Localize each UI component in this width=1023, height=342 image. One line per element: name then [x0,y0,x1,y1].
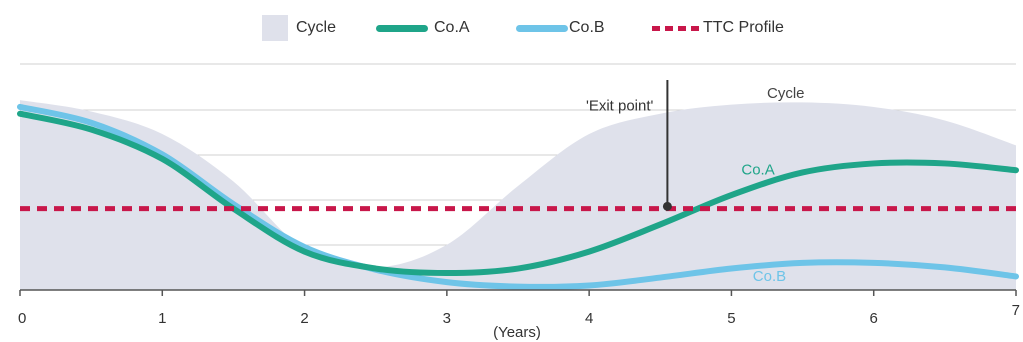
annotation-co-a: Co.A [741,162,774,179]
x-tick-labels: 0 1 2 3 4 5 6 7 [18,302,1020,327]
legend-swatch-cycle [262,15,288,41]
legend-swatch-ttc-profile [652,25,699,31]
legend-swatch-co-b [516,24,568,32]
legend-label-cycle: Cycle [296,19,337,36]
legend-label-ttc-profile: TTC Profile [703,19,784,36]
x-tick-label: 5 [727,310,735,327]
annotation-co-b: Co.B [753,268,786,285]
x-tick-label: 3 [443,310,451,327]
legend-swatch-co-a [376,24,428,32]
x-tick-label: 4 [585,310,593,327]
legend-item-ttc-profile: TTC Profile [652,12,784,44]
chart-legend: Cycle Co.A Co.B TTC Profile [0,12,1023,44]
legend-item-co-b: Co.B [516,12,605,44]
x-tick-label: 7 [1012,302,1020,319]
legend-label-co-b: Co.B [569,19,605,36]
legend-item-cycle: Cycle [262,12,336,44]
series-line-co-a [17,110,1019,277]
series-line-co-b [17,103,1019,290]
x-tick-label: 2 [300,310,308,327]
x-axis [19,289,1017,296]
legend-label-co-a: Co.A [434,19,470,36]
area-layer [20,100,1016,290]
x-tick-label: 0 [18,310,26,327]
annotation-layer: 'Exit point' Cycle Co.A Co.B [586,80,805,285]
line-layer [17,103,1019,290]
x-axis-label: (Years) [493,324,541,341]
annotation-cycle: Cycle [767,85,805,102]
legend-item-co-a: Co.A [376,12,470,44]
exit-point-marker-dot [662,201,672,211]
x-tick-label: 1 [158,310,166,327]
series-area-cycle [20,100,1016,290]
annotation-exit-point: 'Exit point' [586,97,654,114]
x-tick-label: 6 [870,310,878,327]
